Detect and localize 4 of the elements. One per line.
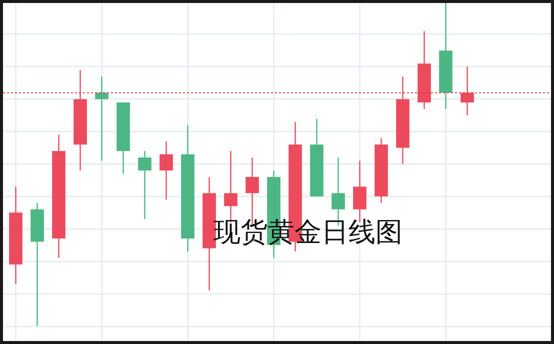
candlestick <box>460 66 474 116</box>
candlestick <box>160 140 173 200</box>
candlestick <box>95 76 108 162</box>
candlestick <box>138 150 152 220</box>
